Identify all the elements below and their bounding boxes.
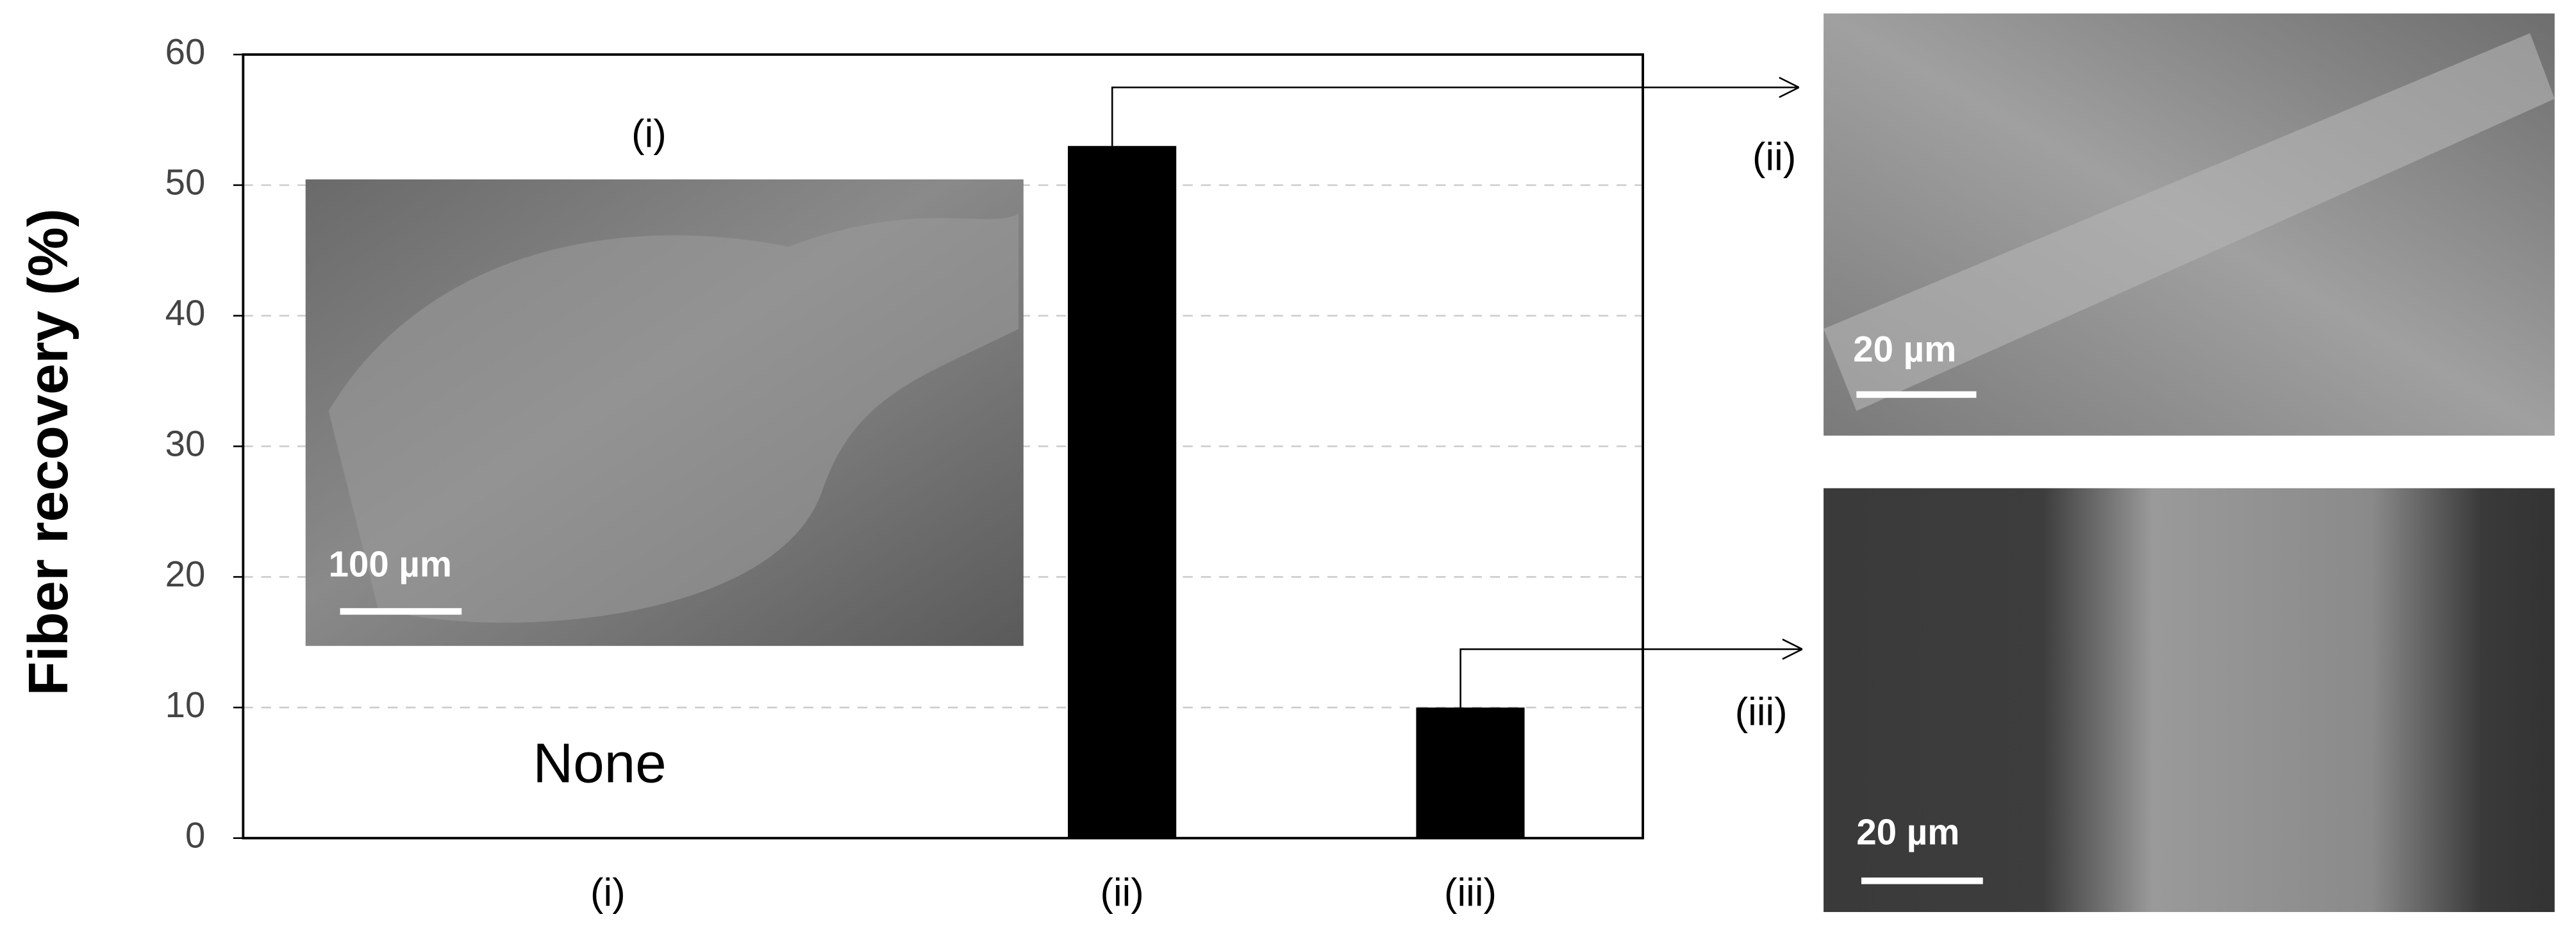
bar [1416, 707, 1525, 838]
y-tick-label: 10 [165, 684, 206, 725]
y-tick-label: 0 [185, 815, 205, 856]
inset-label: (ii) [1752, 135, 1796, 179]
annotation: None [533, 733, 666, 795]
inset-label: (i) [631, 112, 667, 156]
y-tick-label: 30 [165, 423, 206, 463]
arrow-head [1779, 76, 1800, 98]
bar [1068, 145, 1177, 838]
y-axis-label: Fiber recovery (%) [17, 208, 79, 695]
y-tick-label: 20 [165, 554, 206, 594]
scale-bar-label: 100 µm [329, 544, 452, 585]
inset-label: (iii) [1735, 690, 1788, 734]
sem-texture [1824, 33, 2555, 411]
insets [305, 13, 2555, 913]
y-tick-label: 40 [165, 293, 206, 333]
y-tick-label: 60 [165, 31, 206, 72]
arrow-head [1782, 638, 1803, 660]
sem-image [1824, 488, 2555, 913]
scale-bar-label: 20 µm [1856, 811, 1959, 852]
x-tick-label: (iii) [1444, 871, 1497, 915]
x-tick-label: (ii) [1100, 871, 1143, 915]
sem-texture [328, 213, 1019, 623]
y-tick-label: 50 [165, 162, 206, 203]
scale-bar-label: 20 µm [1853, 329, 1956, 369]
connector-arrow [1459, 648, 1802, 708]
x-tick-label: (i) [590, 871, 626, 915]
connector-arrow [1111, 87, 1799, 146]
